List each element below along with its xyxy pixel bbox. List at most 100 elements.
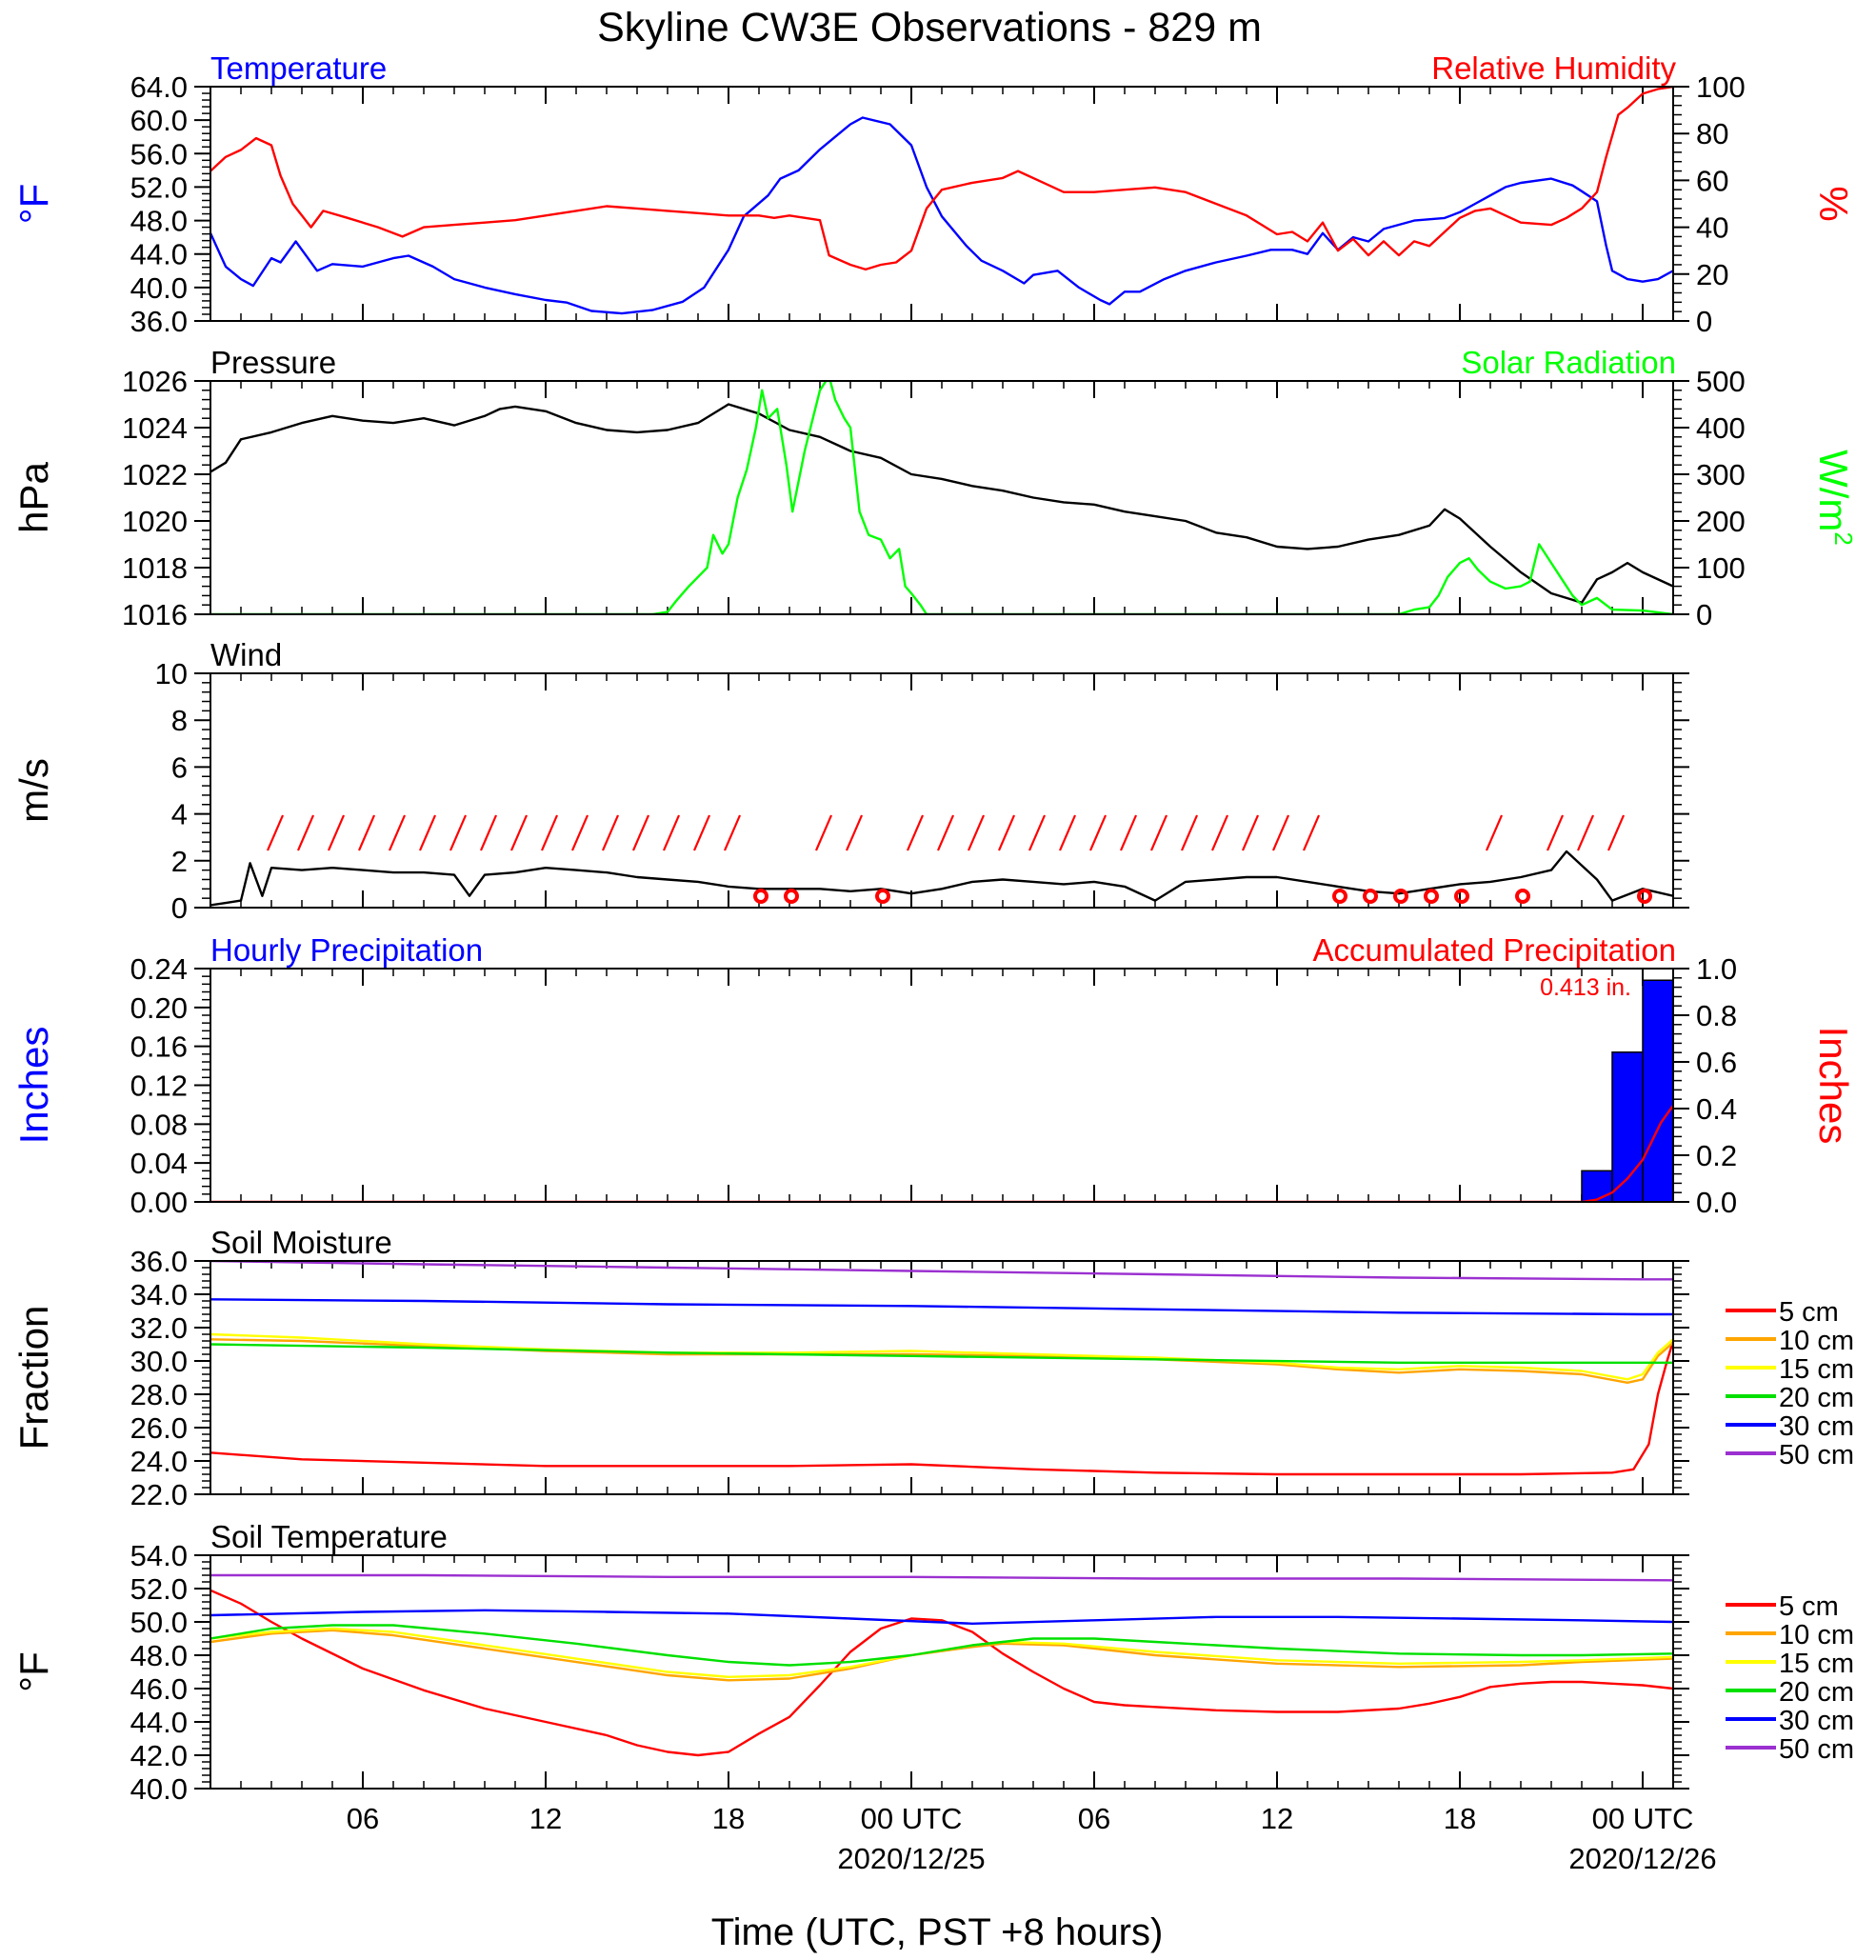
wind-barb-calm bbox=[753, 889, 768, 904]
panel-soil-temperature: 54.052.050.048.046.044.042.040.0 Soil Tem… bbox=[11, 1519, 1854, 1806]
precip-bar bbox=[1581, 1170, 1613, 1202]
y-left-unit-label: °F bbox=[11, 1651, 56, 1691]
wind-barb-calm bbox=[875, 889, 890, 904]
series-line-50-cm bbox=[210, 1573, 1673, 1582]
legend-label-5-cm: 5 cm bbox=[1779, 1591, 1839, 1622]
legend-label-20-cm: 20 cm bbox=[1779, 1677, 1854, 1708]
x-tick-label: 12 bbox=[529, 1802, 562, 1835]
y-left-tick-label: 24.0 bbox=[130, 1445, 188, 1478]
panel-left-title: Wind bbox=[210, 637, 282, 672]
wind-barb bbox=[327, 814, 346, 851]
wind-barb bbox=[1149, 814, 1168, 851]
y-left-tick-label: 46.0 bbox=[130, 1672, 188, 1706]
wind-barb bbox=[1241, 814, 1260, 851]
legend-label-10-cm: 10 cm bbox=[1779, 1326, 1854, 1356]
wind-barb bbox=[692, 814, 711, 851]
y-left-tick-label: 6 bbox=[171, 750, 188, 784]
wind-barb bbox=[723, 814, 742, 851]
y-left-tick-label: 30.0 bbox=[130, 1345, 188, 1378]
wind-barb bbox=[631, 814, 650, 851]
panel-left-title: Soil Temperature bbox=[210, 1519, 448, 1554]
plot-frame bbox=[210, 968, 1674, 1203]
series-line-30-cm bbox=[210, 1298, 1673, 1316]
legend-label-30-cm: 30 cm bbox=[1779, 1706, 1854, 1736]
y-right-unit-label: W/m2 bbox=[1811, 450, 1858, 546]
wind-barb-calm bbox=[784, 889, 799, 904]
panel-left-title: Temperature bbox=[210, 50, 387, 86]
wind-barb bbox=[570, 814, 589, 851]
y-left-tick-label: 48.0 bbox=[130, 1639, 188, 1672]
wind-barb bbox=[1210, 814, 1229, 851]
wind-barb bbox=[1302, 814, 1321, 851]
plot-area bbox=[210, 1573, 1673, 1757]
series-line-pressure bbox=[210, 403, 1673, 604]
x-tick-label: 12 bbox=[1261, 1802, 1293, 1835]
y-right-tick-label: 0.8 bbox=[1696, 999, 1737, 1032]
series-line-wind bbox=[210, 850, 1673, 907]
wind-barb bbox=[1028, 814, 1047, 851]
plot-frame bbox=[210, 86, 1674, 322]
plot-area bbox=[210, 1261, 1673, 1476]
legend-label-15-cm: 15 cm bbox=[1779, 1354, 1854, 1385]
y-left-tick-label: 0.16 bbox=[130, 1030, 188, 1064]
y-left-tick-label: 0.12 bbox=[130, 1070, 188, 1103]
y-right-tick-label: 0.2 bbox=[1696, 1139, 1737, 1172]
panel-wind: 10 8 6 4 2 0 Wind m/s bbox=[11, 637, 1689, 925]
y-left-tick-label: 2 bbox=[171, 845, 188, 878]
y-left-tick-label: 4 bbox=[171, 798, 188, 831]
y-left-tick-label: 50.0 bbox=[130, 1606, 188, 1639]
chart-title: Skyline CW3E Observations - 829 m bbox=[597, 5, 1262, 50]
y-left-tick-label: 60.0 bbox=[130, 104, 188, 137]
y-left-tick-label: 56.0 bbox=[130, 137, 188, 170]
panel-left-title: Soil Moisture bbox=[210, 1225, 392, 1260]
wind-barb bbox=[1119, 814, 1138, 851]
wind-barb bbox=[357, 814, 376, 851]
y-left-tick-label: 32.0 bbox=[130, 1311, 188, 1345]
x-tick-label: 00 UTC bbox=[1592, 1802, 1694, 1835]
panel-left-title: Pressure bbox=[210, 345, 336, 380]
x-tick-label: 18 bbox=[712, 1802, 745, 1835]
x-date-label: 2020/12/26 bbox=[1568, 1842, 1716, 1875]
y-left-tick-label: 52.0 bbox=[130, 1572, 188, 1606]
y-right-tick-label: 1.0 bbox=[1696, 952, 1737, 986]
series-line-10-cm bbox=[210, 1338, 1673, 1384]
wind-barb bbox=[814, 814, 833, 851]
x-axis: 06 12 18 00 UTC 06 12 18 00 UTC 2020/12/25 2020/1… bbox=[347, 1802, 1717, 1875]
x-tick-label: 00 UTC bbox=[861, 1802, 963, 1835]
x-tick-label: 18 bbox=[1444, 1802, 1476, 1835]
y-left-tick-label: 52.0 bbox=[130, 170, 188, 204]
panel-pressure-solar: 1026 1024 1022 1020 1018 1016 500 400 300 200 100 0… bbox=[11, 345, 1858, 631]
plot-area bbox=[210, 381, 1673, 614]
series-line-5-cm bbox=[210, 1589, 1673, 1757]
y-right-tick-label: 100 bbox=[1696, 551, 1746, 585]
plot-frame bbox=[210, 1260, 1674, 1495]
series-line-solar-radiation bbox=[210, 381, 1673, 614]
y-left-tick-label: 44.0 bbox=[130, 238, 188, 271]
y-left-tick-label: 48.0 bbox=[130, 205, 188, 238]
wind-barb bbox=[845, 814, 864, 851]
plot-frame bbox=[210, 672, 1674, 909]
series-line-50-cm bbox=[210, 1261, 1673, 1281]
y-left-unit-label: Inches bbox=[11, 1027, 56, 1145]
x-tick-label: 06 bbox=[1078, 1802, 1110, 1835]
y-right-unit-superscript: 2 bbox=[1829, 531, 1858, 545]
y-left-tick-label: 1022 bbox=[122, 458, 188, 491]
wind-barb bbox=[266, 814, 285, 851]
y-left-tick-label: 1018 bbox=[122, 551, 188, 585]
y-right-tick-label: 0 bbox=[1696, 305, 1712, 338]
y-left-tick-label: 34.0 bbox=[130, 1278, 188, 1311]
y-right-tick-label: 0.0 bbox=[1696, 1186, 1737, 1219]
y-right-unit-label: % bbox=[1811, 186, 1856, 221]
y-left-tick-label: 1020 bbox=[122, 505, 188, 538]
wind-barb bbox=[418, 814, 437, 851]
wind-barb bbox=[662, 814, 681, 851]
wind-barb bbox=[1088, 814, 1108, 851]
series-line-relative-humidity bbox=[210, 87, 1673, 271]
y-right-tick-label: 80 bbox=[1696, 117, 1728, 150]
legend-label-20-cm: 20 cm bbox=[1779, 1383, 1854, 1413]
legend-label-50-cm: 50 cm bbox=[1779, 1440, 1854, 1470]
plot-area bbox=[210, 87, 1673, 315]
wind-barb bbox=[1576, 814, 1595, 851]
y-left-unit-label: °F bbox=[11, 184, 56, 224]
